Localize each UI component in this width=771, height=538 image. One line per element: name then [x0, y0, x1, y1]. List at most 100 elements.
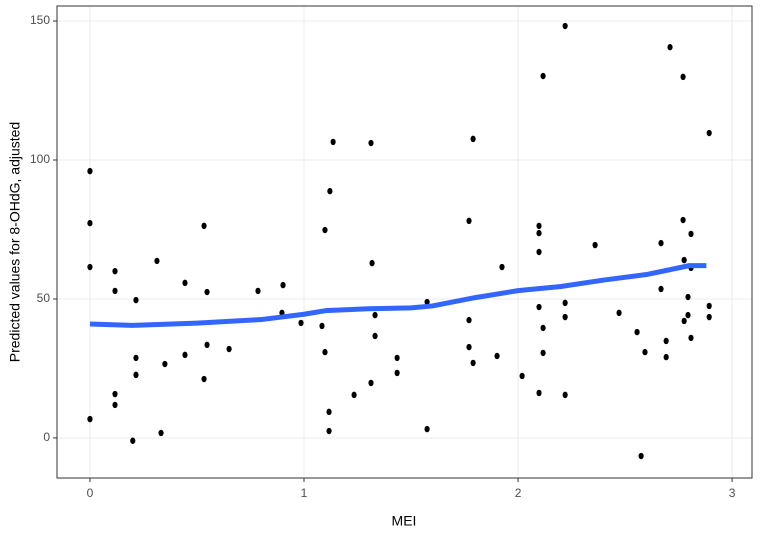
x-tick-label: 1 — [301, 486, 308, 500]
point — [470, 359, 476, 367]
point — [369, 259, 375, 267]
point — [351, 391, 357, 399]
point — [638, 452, 644, 460]
point — [706, 302, 712, 310]
point — [368, 139, 374, 147]
point — [494, 352, 500, 360]
point — [372, 332, 378, 340]
point — [298, 319, 304, 327]
point — [87, 219, 93, 227]
point — [424, 425, 430, 433]
point — [204, 341, 210, 349]
point — [562, 391, 568, 399]
point — [667, 43, 673, 51]
point — [470, 135, 476, 143]
point — [112, 267, 118, 275]
point — [634, 328, 640, 336]
point — [87, 167, 93, 175]
point — [322, 226, 328, 234]
point — [326, 408, 332, 416]
point — [133, 371, 139, 379]
y-axis-title: Predicted values for 8-OHdG, adjusted — [7, 122, 23, 362]
x-tick-label: 3 — [729, 486, 736, 500]
point — [592, 241, 598, 249]
panel — [57, 6, 752, 478]
point — [87, 263, 93, 271]
point — [327, 187, 333, 195]
point — [562, 299, 568, 307]
point — [424, 298, 430, 306]
marks — [87, 22, 712, 460]
point — [680, 73, 686, 81]
point — [681, 317, 687, 325]
point — [162, 360, 168, 368]
point — [133, 354, 139, 362]
point — [685, 311, 691, 319]
point — [394, 354, 400, 362]
point — [319, 322, 325, 330]
y-tick-label: 50 — [37, 291, 51, 305]
point — [642, 348, 648, 356]
y-tick-label: 0 — [43, 430, 50, 444]
point — [681, 256, 687, 264]
trend-line — [89, 263, 707, 328]
point — [394, 369, 400, 377]
point — [499, 263, 505, 271]
point — [130, 437, 136, 444]
point — [226, 345, 232, 353]
point — [688, 230, 694, 238]
point — [540, 72, 546, 80]
point — [536, 229, 542, 237]
point — [182, 351, 188, 359]
point — [466, 217, 472, 225]
grid — [57, 6, 752, 478]
point — [658, 285, 664, 293]
point — [158, 429, 164, 437]
point — [330, 138, 336, 146]
y-tick-label: 150 — [30, 13, 50, 27]
point — [536, 248, 542, 256]
point — [540, 324, 546, 332]
point — [201, 375, 207, 383]
point — [562, 22, 568, 30]
x-axis-title: MEI — [392, 513, 417, 529]
point — [466, 316, 472, 324]
point — [658, 239, 664, 247]
point — [616, 309, 622, 317]
point — [154, 257, 160, 265]
point — [112, 287, 118, 295]
x-tick-label: 0 — [87, 486, 94, 500]
point — [368, 379, 374, 387]
point — [536, 303, 542, 311]
point — [201, 222, 207, 230]
point — [87, 415, 93, 423]
point — [322, 348, 328, 356]
point — [706, 129, 712, 137]
point — [466, 343, 472, 351]
point — [706, 313, 712, 321]
point — [255, 287, 261, 295]
point — [688, 334, 694, 342]
point — [663, 337, 669, 345]
point — [112, 401, 118, 409]
point — [326, 427, 332, 435]
point — [562, 313, 568, 321]
point — [680, 216, 686, 224]
point — [540, 349, 546, 357]
y-tick-label: 100 — [30, 152, 50, 166]
point — [112, 390, 118, 398]
panel-border — [56, 5, 753, 479]
point — [536, 222, 542, 230]
point — [663, 353, 669, 361]
point — [280, 281, 286, 289]
point — [685, 293, 691, 301]
point — [133, 296, 139, 304]
point — [182, 279, 188, 287]
x-tick-label: 2 — [515, 486, 522, 500]
point — [372, 311, 378, 319]
point — [204, 288, 210, 296]
point — [536, 389, 542, 397]
point — [519, 372, 525, 380]
